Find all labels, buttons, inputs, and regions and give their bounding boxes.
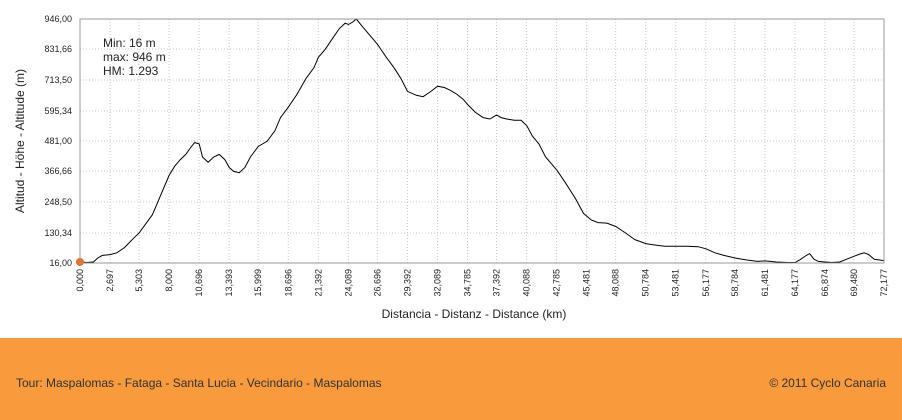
x-axis-title: Distancia - Distanz - Distance (km) bbox=[382, 307, 567, 321]
footer-bar: Tour: Maspalomas - Fataga - Santa Lucia … bbox=[0, 338, 902, 420]
x-tick-label: 64,177 bbox=[790, 269, 800, 297]
x-tick-label: 18,696 bbox=[283, 269, 293, 297]
x-tick-label: 26,696 bbox=[372, 269, 382, 297]
tour-route-label: Tour: Maspalomas - Fataga - Santa Lucia … bbox=[16, 376, 382, 390]
x-tick-label: 2,697 bbox=[105, 269, 115, 292]
copyright-label: © 2011 Cyclo Canaria bbox=[769, 376, 886, 390]
x-tick-label: 72,177 bbox=[879, 269, 889, 297]
x-tick-label: 21,392 bbox=[313, 269, 323, 297]
x-tick-label: 40,088 bbox=[522, 269, 532, 297]
x-tick-label: 10,696 bbox=[194, 269, 204, 297]
stat-min: Min: 16 m bbox=[103, 36, 156, 50]
x-tick-label: 53,481 bbox=[671, 269, 681, 297]
x-tick-label: 50,784 bbox=[641, 269, 651, 297]
y-tick-label: 248,50 bbox=[44, 197, 72, 207]
x-tick-label: 5,303 bbox=[134, 269, 144, 292]
stat-hm: HM: 1.293 bbox=[103, 64, 159, 78]
x-tick-label: 61,481 bbox=[760, 269, 770, 297]
x-tick-label: 58,784 bbox=[730, 269, 740, 297]
elevation-chart-area: 16,00 130,34 248,50 366,66 481,00 595,34 713,5… bbox=[13, 14, 889, 321]
elevation-profile-line bbox=[79, 18, 885, 264]
y-tick-label: 481,00 bbox=[44, 136, 72, 146]
y-axis-title: Altitud - Höhe - Altitude (m) bbox=[13, 69, 27, 213]
y-tick-label: 831,66 bbox=[44, 44, 72, 54]
x-tick-label: 34,785 bbox=[462, 269, 472, 297]
x-tick-label: 0,000 bbox=[75, 269, 85, 292]
y-tick-label: 130,34 bbox=[44, 228, 72, 238]
y-tick-label: 946,00 bbox=[44, 14, 72, 24]
x-tick-label: 32,089 bbox=[432, 269, 442, 297]
x-tick-label: 37,392 bbox=[492, 269, 502, 297]
x-tick-label: 48,088 bbox=[611, 269, 621, 297]
x-tick-label: 42,785 bbox=[552, 269, 562, 297]
stat-max: max: 946 m bbox=[103, 50, 166, 64]
x-tick-label: 13,393 bbox=[224, 269, 234, 297]
plot-frame bbox=[79, 18, 885, 264]
x-tick-label: 69,480 bbox=[849, 269, 859, 297]
y-tick-label: 366,66 bbox=[44, 166, 72, 176]
x-tick-label: 56,177 bbox=[701, 269, 711, 297]
elevation-chart: 16,00 130,34 248,50 366,66 481,00 595,34 713,5… bbox=[13, 14, 889, 321]
y-tick-label: 16,00 bbox=[49, 258, 72, 268]
x-tick-label: 8,000 bbox=[164, 269, 174, 292]
x-tick-label: 45,481 bbox=[582, 269, 592, 297]
x-tick-label: 24,089 bbox=[343, 269, 353, 297]
y-tick-label: 595,34 bbox=[44, 106, 72, 116]
x-tick-label: 15,999 bbox=[253, 269, 263, 297]
y-tick-label: 713,50 bbox=[44, 75, 72, 85]
x-tick-label: 29,392 bbox=[402, 269, 412, 297]
x-tick-label: 66,874 bbox=[820, 269, 830, 297]
